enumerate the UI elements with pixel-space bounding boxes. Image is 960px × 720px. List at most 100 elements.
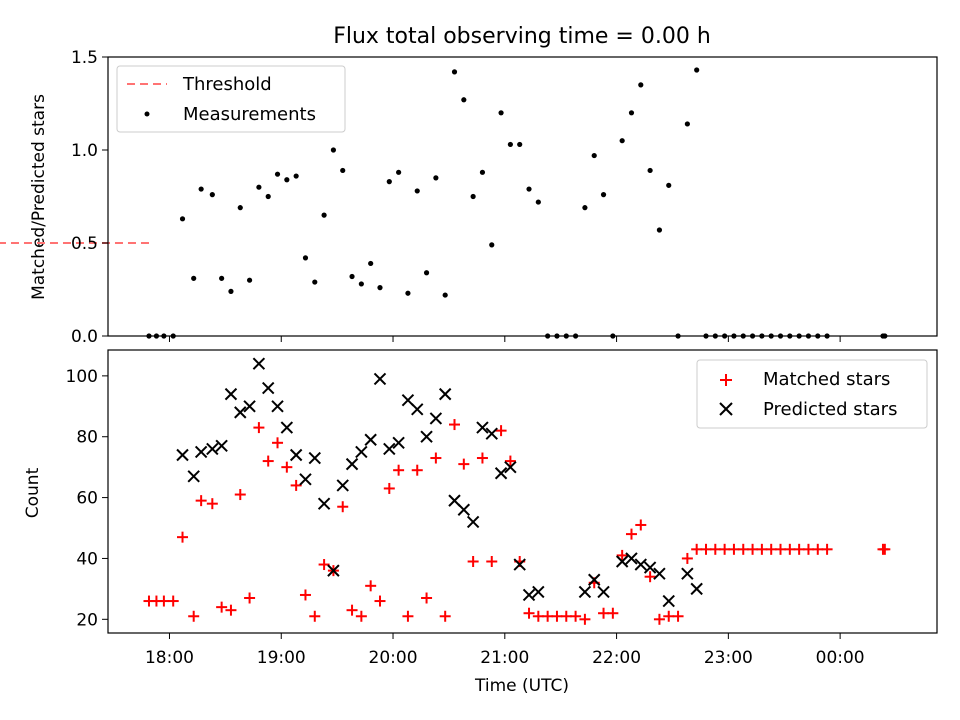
predicted-star-point-b [271, 400, 284, 413]
predicted-star-point [615, 555, 629, 568]
predicted-star-point [653, 567, 666, 580]
measurement-point [517, 141, 523, 148]
bottom-y-tick-label: 60 [76, 489, 98, 509]
predicted-star-point-b [578, 585, 592, 599]
predicted-star-point-b [662, 594, 675, 608]
predicted-star-point [513, 558, 526, 571]
matched-star-point [821, 543, 833, 555]
predicted-star-point-b [364, 433, 377, 446]
matched-star-point [700, 543, 712, 555]
measurements-points [146, 67, 888, 339]
top-y-tick-label: 1.5 [71, 48, 98, 68]
matched-star-point [523, 607, 535, 619]
matched-star-point [374, 595, 386, 607]
predicted-star-point [215, 439, 228, 453]
predicted-star-point-b [206, 442, 219, 456]
matched-star-point [195, 495, 207, 507]
matched-star-point [421, 592, 433, 604]
measurement-point [489, 242, 495, 248]
predicted-star-point [476, 421, 489, 434]
matched-star-point [253, 422, 265, 434]
matched-star-point [430, 452, 442, 464]
predicted-star-point [504, 460, 517, 474]
predicted-star-point [262, 381, 275, 395]
predicted-star-point [308, 451, 321, 465]
matched-star-point [272, 437, 284, 449]
measurement-point [442, 292, 448, 298]
matched-star-point [458, 458, 470, 470]
predicted-star-point [176, 448, 189, 462]
measurement-point [198, 186, 204, 192]
measurement-point [656, 227, 663, 233]
matched-star-point [299, 589, 311, 601]
predicted-star-point [457, 503, 471, 516]
matched-star-point [290, 479, 302, 491]
predicted-star-point [243, 400, 256, 413]
predicted-star-point [373, 372, 387, 386]
predicted-star-point-b [690, 582, 703, 596]
predicted-star-point-b [187, 470, 200, 483]
predicted-star-point [299, 473, 312, 486]
predicted-star-point-b [448, 494, 461, 507]
predicted-star-point [522, 588, 536, 602]
predicted-star-point-b [336, 479, 349, 492]
predicted-star-point-b [176, 448, 189, 462]
predicted-star-point-b [643, 561, 657, 574]
matched-star-point [216, 601, 228, 613]
measurement-point [638, 82, 644, 88]
matched-star-point [709, 543, 721, 555]
matched-stars-points [143, 419, 891, 625]
matched-star-point [570, 610, 582, 622]
bottom-x-tick-label: 00:00 [816, 648, 865, 668]
matched-star-point [504, 455, 516, 467]
bottom-plot-frame [107, 349, 938, 634]
predicted-star-point [429, 412, 443, 425]
matched-star-point [691, 543, 703, 555]
predicted-star-point-b [466, 515, 480, 529]
predicted-star-point [448, 494, 461, 507]
measurement-point [274, 171, 281, 177]
legend-predicted-swatch [719, 402, 733, 416]
matched-star-point [532, 610, 544, 622]
bottom-legend: Matched stars Predicted stars [696, 359, 928, 429]
predicted-star-point [597, 585, 610, 599]
predicted-star-point-b [308, 451, 321, 465]
predicted-star-point [690, 582, 703, 596]
measurement-point [666, 182, 672, 188]
matched-star-point [467, 555, 479, 567]
predicted-star-point-b [401, 394, 415, 407]
measurement-point [179, 216, 186, 222]
predicted-star-point-b [243, 400, 256, 413]
matched-star-point [234, 489, 246, 501]
predicted-star-point-b [513, 558, 526, 571]
legend-predicted-label: Predicted stars [763, 399, 897, 420]
predicted-star-point-b [522, 588, 536, 602]
legend-measurements-label: Measurements [183, 104, 316, 125]
predicted-star-point-b [457, 503, 471, 516]
legend-measurements-swatch [144, 111, 150, 117]
predicted-star-point-b [289, 448, 303, 462]
measurement-point [619, 138, 625, 144]
predicted-star-point [532, 585, 545, 599]
legend-matched-swatch [720, 374, 732, 386]
predicted-star-point [345, 457, 359, 471]
predicted-star-point [643, 561, 657, 574]
predicted-star-point [494, 467, 508, 480]
predicted-star-point [420, 430, 433, 443]
measurement-point [191, 275, 197, 281]
predicted-star-point-b [345, 457, 359, 471]
predicted-star-point [383, 442, 396, 456]
bottom-x-tick-label: 23:00 [704, 648, 753, 668]
predicted-star-point-b [194, 445, 208, 459]
matched-star-point [225, 604, 237, 616]
predicted-star-point-b [280, 421, 294, 434]
predicted-star-point-b [252, 357, 266, 370]
predicted-star-point-b [234, 406, 247, 419]
matched-star-point [449, 419, 461, 431]
matched-star-point [393, 464, 405, 476]
top-ticks: 0.0 0.5 1.0 1.5 [71, 48, 841, 347]
predicted-star-point [355, 445, 368, 459]
measurement-point [405, 290, 411, 296]
bottom-y-tick-label: 80 [76, 428, 98, 448]
